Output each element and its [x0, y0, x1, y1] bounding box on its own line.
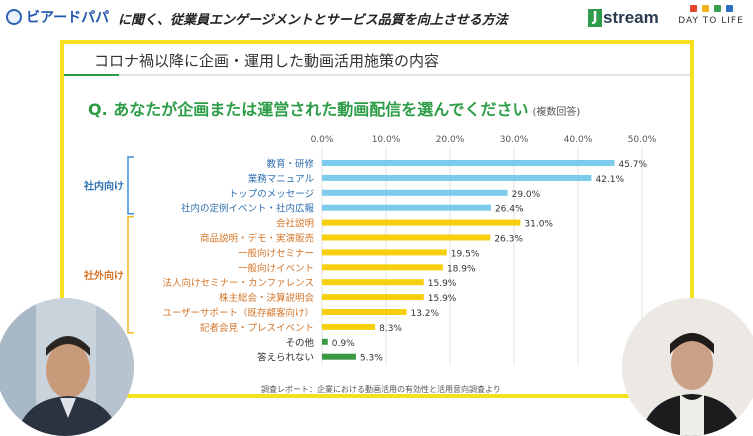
jstream-logo: J stream [588, 8, 659, 28]
bar [322, 353, 356, 360]
session-headline: に聞く、従業員エンゲージメントとサービス品質を向上させる方法 [118, 13, 508, 28]
bar [322, 234, 491, 241]
value-label: 26.3% [494, 235, 523, 245]
value-label: 8.3% [379, 324, 402, 334]
bar [322, 249, 447, 256]
x-tick-label: 50.0% [628, 135, 657, 145]
bar [322, 279, 424, 286]
value-label: 26.4% [495, 205, 524, 215]
day-to-life-dots [678, 5, 744, 12]
brand-name: ビアードパパ [26, 10, 110, 26]
external-group-label: 社外向け [83, 269, 124, 282]
survey-question-text: Q. あなたが企画または運営された動画配信を選んでください [88, 100, 529, 119]
multiple-answer-note: (複数回答) [532, 107, 581, 118]
bar [322, 294, 424, 301]
webcam-left-speaker [0, 298, 134, 436]
internal-group-label: 社内向け [83, 179, 124, 192]
category-label: トップのメッセージ [229, 189, 314, 200]
category-label: 法人向けセミナー・カンファレンス [162, 277, 314, 289]
category-label: 会社説明 [276, 218, 314, 230]
x-tick-label: 30.0% [500, 135, 529, 145]
survey-question: Q. あなたが企画または運営された動画配信を選んでください (複数回答) [88, 96, 580, 120]
category-label: 社内の定例イベント・社内広報 [181, 203, 315, 215]
beard-papa-logo: ビアードパパ [6, 7, 109, 27]
external-group-bracket [127, 215, 134, 334]
category-label: 記者会見・プレスイベント [200, 322, 314, 334]
category-label: 一般向けセミナー [238, 247, 314, 259]
value-label: 31.0% [524, 220, 553, 230]
bar [322, 264, 443, 271]
day-to-life-text: DAY TO LIFE [678, 16, 744, 26]
survey-source-footnote: 調査レポート：企業における動画活用の有効性と活用意向調査より [261, 385, 501, 394]
category-label: 答えられない [257, 352, 314, 364]
internal-group-bracket [127, 156, 134, 215]
value-label: 29.0% [512, 190, 541, 200]
x-tick-label: 10.0% [372, 135, 401, 145]
x-tick-label: 0.0% [311, 135, 334, 145]
bar [322, 338, 328, 345]
value-label: 45.7% [618, 160, 647, 170]
day-to-life-logo: DAY TO LIFE [678, 5, 744, 26]
right-speaker-video [622, 298, 753, 436]
left-speaker-video [0, 298, 134, 436]
day-to-life-dot [713, 5, 721, 12]
webcam-right-speaker [622, 298, 753, 436]
top-banner: ビアードパパ に聞く、従業員エンゲージメントとサービス品質を向上させる方法 J … [0, 0, 753, 38]
day-to-life-dot [701, 5, 709, 12]
bar [322, 174, 592, 181]
bar [322, 323, 376, 330]
value-label: 5.3% [360, 354, 383, 364]
jstream-wordmark: stream [603, 8, 659, 27]
category-label: その他 [285, 337, 314, 349]
subtitle-divider-accent [64, 74, 119, 76]
slide-panel: コロナ禍以降に企画・運用した動画活用施策の内容 Q. あなたが企画または運営され… [60, 40, 694, 398]
jstream-j-mark: J [588, 9, 602, 27]
category-label: 教育・研修 [266, 158, 314, 170]
x-tick-label: 20.0% [436, 135, 465, 145]
bar-chart: 0.0% 10.0% 20.0% 30.0% 40.0% 50.0% 教育・研修 45.7% 業… [83, 135, 657, 365]
value-label: 0.9% [332, 339, 355, 349]
value-label: 15.9% [428, 294, 457, 304]
category-label: 商品説明・デモ・実演販売 [200, 233, 314, 245]
day-to-life-dot [725, 5, 733, 12]
bar [322, 219, 521, 226]
value-label: 15.9% [428, 279, 457, 289]
subtitle-divider [64, 74, 690, 76]
value-label: 18.9% [447, 264, 476, 274]
bar [322, 189, 508, 196]
category-label: 株主総会・決算説明会 [219, 292, 315, 304]
slide-subtitle: コロナ禍以降に企画・運用した動画活用施策の内容 [94, 52, 440, 70]
category-label: 一般向けイベント [238, 262, 314, 274]
value-label: 42.1% [595, 175, 624, 185]
category-label: 業務マニュアル [248, 173, 315, 185]
bar [322, 204, 491, 211]
day-to-life-dot [689, 5, 697, 12]
bar [322, 160, 615, 166]
beard-papa-face-icon [6, 9, 22, 25]
category-label: ユーザーサポート（既存顧客向け） [162, 307, 314, 319]
x-tick-label: 40.0% [564, 135, 593, 145]
bar [322, 309, 407, 315]
value-label: 19.5% [451, 249, 480, 259]
value-label: 13.2% [410, 309, 439, 319]
